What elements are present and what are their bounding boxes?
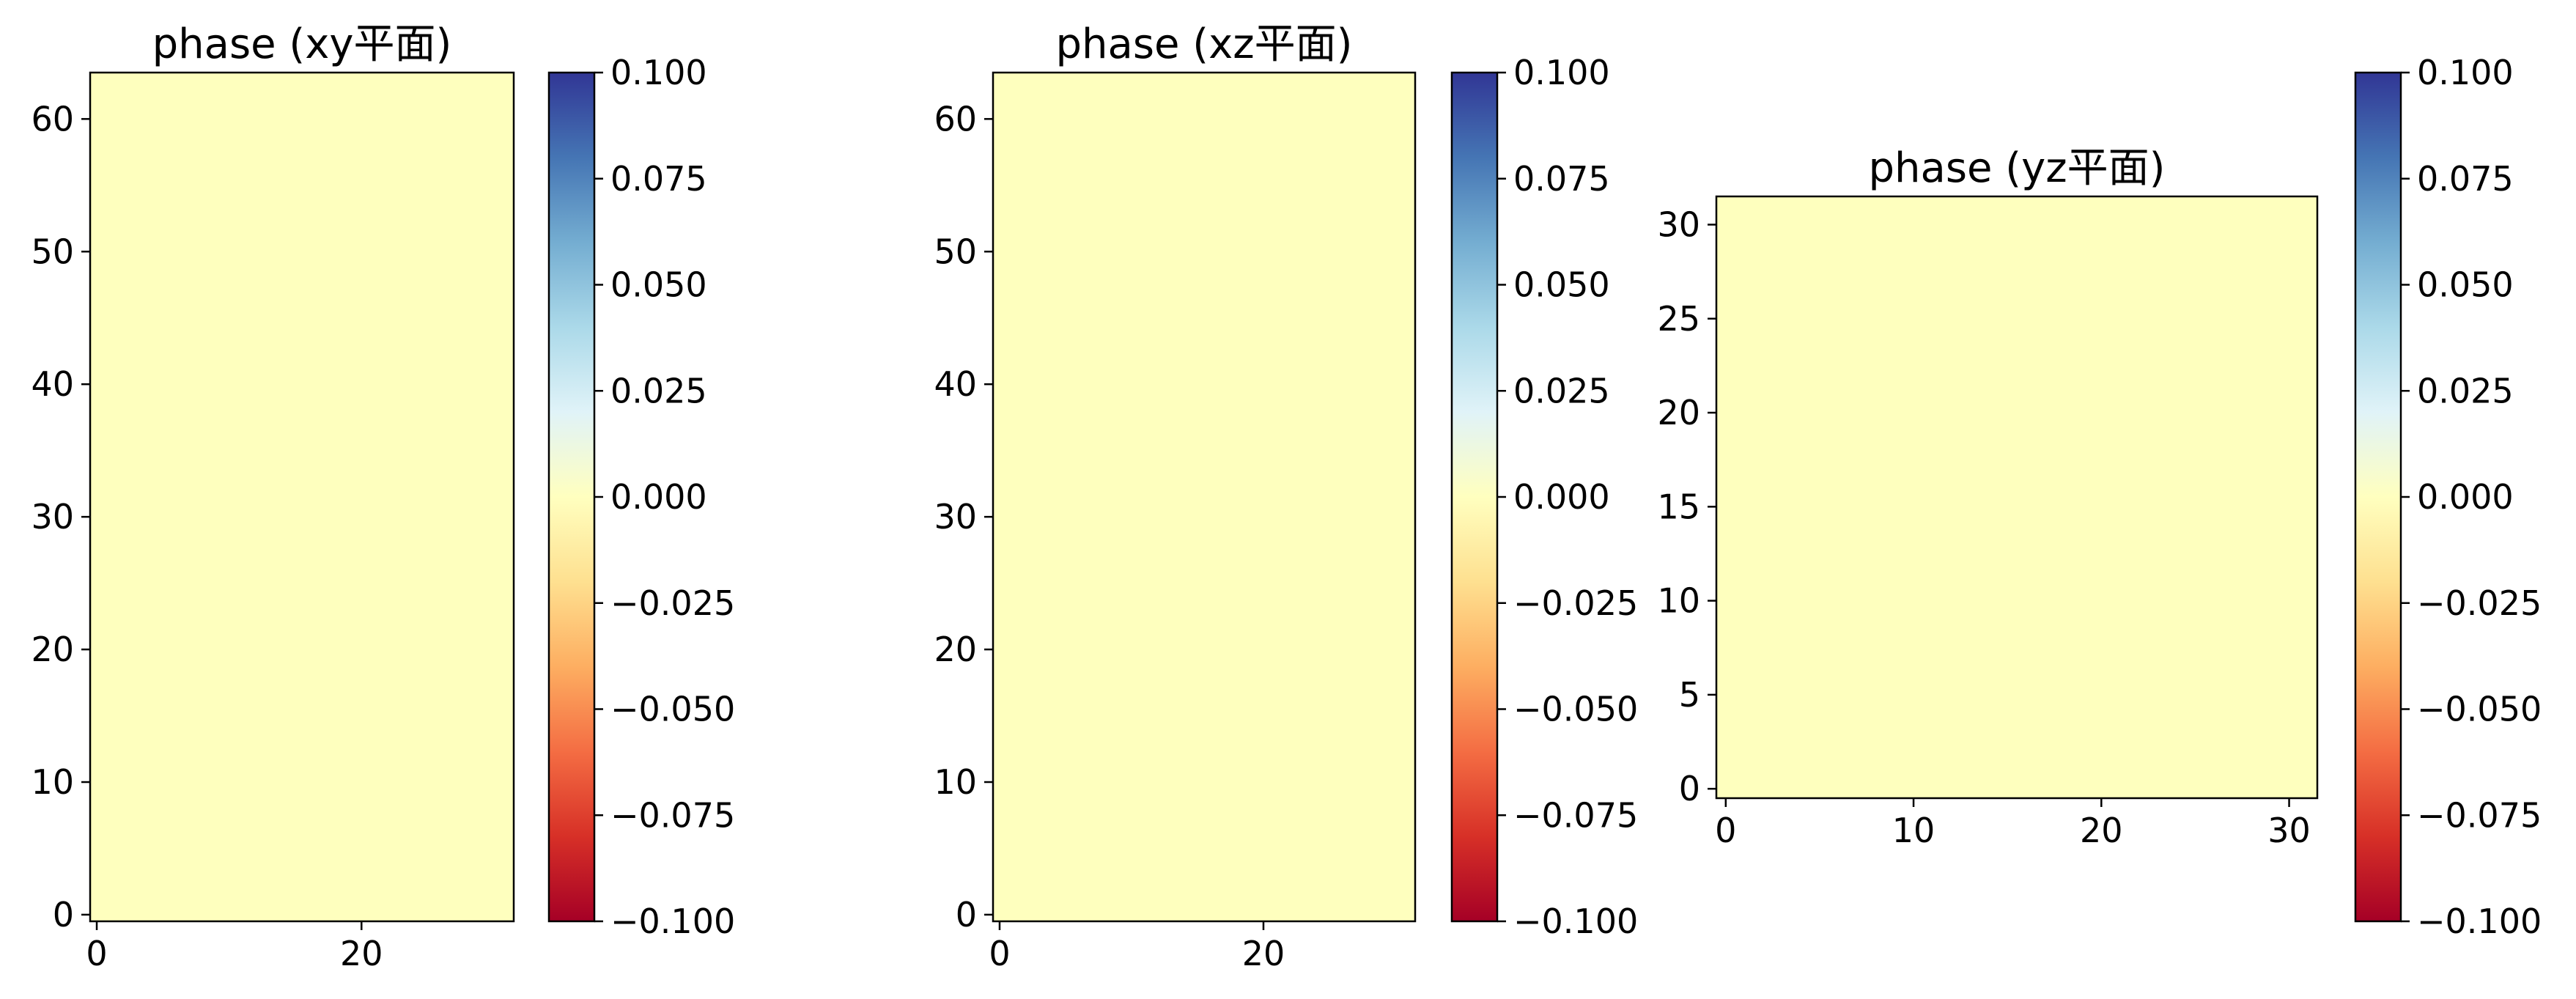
y-tick-label: 60 [31, 99, 74, 139]
charts-layer: phase (xy平面)0 200102030405060−0.100−0.075… [31, 21, 2542, 973]
y-tick-label: 0 [956, 895, 977, 935]
chart-panel-3: phase (yz平面) 0 10 20 30 0 5 10 15 20 25 30 −0.100 −0.… [1657, 53, 2542, 941]
colorbar-tick-label: 0.025 [2417, 371, 2514, 410]
x-tick-label: 0 [1715, 811, 1736, 850]
chart-title: phase (yz平面) [1868, 144, 2165, 192]
colorbar-gradient [2355, 73, 2401, 921]
colorbar-tick-label: 0.050 [2417, 265, 2514, 305]
colorbar-tick-label: 0.075 [1513, 159, 1610, 199]
heatmap-image [1716, 196, 2317, 798]
colorbar-tick-label: 0.050 [610, 265, 707, 305]
colorbar-tick-label: 0.000 [2417, 477, 2514, 517]
axes-frame [992, 71, 1417, 923]
y-tick-label: 10 [934, 762, 977, 802]
x-tick-label: 30 [2267, 811, 2311, 850]
y-tick-label: 40 [934, 364, 977, 404]
colorbar-tick-label: 0.000 [1513, 477, 1610, 517]
heatmap-image [90, 73, 514, 921]
heatmap-image [993, 73, 1415, 921]
x-tick-label: 10 [1892, 811, 1935, 850]
y-tick-label: 50 [31, 232, 74, 271]
y-tick-label: 10 [31, 762, 74, 802]
colorbar-tick-label: −0.100 [1513, 902, 1638, 941]
y-tick-label: 20 [1657, 393, 1700, 432]
chart-title: phase (xz平面) [1055, 21, 1352, 68]
colorbar-tick-label: −0.025 [2417, 583, 2542, 623]
y-tick-label: 5 [1679, 675, 1700, 715]
colorbar-tick-label: 0.075 [610, 159, 707, 199]
colorbar-tick-label: −0.025 [610, 583, 735, 623]
colorbar-tick-label: −0.100 [2417, 902, 2542, 941]
chart-panel-2: phase (xz平面) 0 20 0 10 20 30 40 50 60 −0.100 −0.075… [934, 21, 1638, 973]
colorbar-tick-label: −0.075 [1513, 795, 1638, 835]
y-tick-label: 20 [934, 630, 977, 669]
colorbar-tick-label: −0.050 [610, 690, 735, 729]
y-tick-label: 30 [31, 497, 74, 537]
x-tick-label: 20 [1242, 934, 1285, 973]
colorbar-tick-label: −0.075 [2417, 795, 2542, 835]
y-tick-label: 20 [31, 630, 74, 669]
chart-panel-1: phase (xy平面) 0 20 0 10 20 30 40 50 60 −0.100 −0.075… [31, 21, 735, 973]
colorbar-tick-label: 0.100 [2417, 53, 2514, 92]
y-tick-label: 60 [934, 99, 977, 139]
y-tick-label: 50 [934, 232, 977, 271]
colorbar-tick-label: −0.075 [610, 795, 735, 835]
colorbar-tick-label: −0.100 [610, 902, 735, 941]
x-tick-label: 20 [340, 934, 383, 973]
y-tick-label: 25 [1657, 299, 1700, 339]
colorbar-tick-label: 0.050 [1513, 265, 1610, 305]
y-tick-label: 30 [934, 497, 977, 537]
x-tick-label: 20 [2080, 811, 2123, 850]
colorbar-tick-label: 0.025 [1513, 371, 1610, 410]
chart-title: phase (xy平面) [152, 21, 452, 68]
axes-frame [89, 71, 515, 923]
x-tick-label: 0 [86, 934, 107, 973]
colorbar-tick-label: −0.050 [1513, 690, 1638, 729]
y-tick-label: 40 [31, 364, 74, 404]
colorbar-gradient [1452, 73, 1497, 921]
y-tick-label: 15 [1657, 487, 1700, 526]
colorbar-tick-label: 0.025 [610, 371, 707, 410]
y-tick-label: 0 [53, 895, 74, 935]
axes-frame [1715, 195, 2319, 800]
x-tick-label: 0 [989, 934, 1010, 973]
colorbar-gradient [549, 73, 594, 921]
y-tick-label: 30 [1657, 204, 1700, 244]
colorbar-tick-label: −0.025 [1513, 583, 1638, 623]
colorbar-tick-label: 0.075 [2417, 159, 2514, 199]
colorbar-tick-label: 0.000 [610, 477, 707, 517]
y-tick-label: 0 [1679, 769, 1700, 808]
y-tick-label: 10 [1657, 581, 1700, 621]
colorbar-tick-label: 0.100 [610, 53, 707, 92]
colorbar-tick-label: 0.100 [1513, 53, 1610, 92]
colorbar-tick-label: −0.050 [2417, 690, 2542, 729]
